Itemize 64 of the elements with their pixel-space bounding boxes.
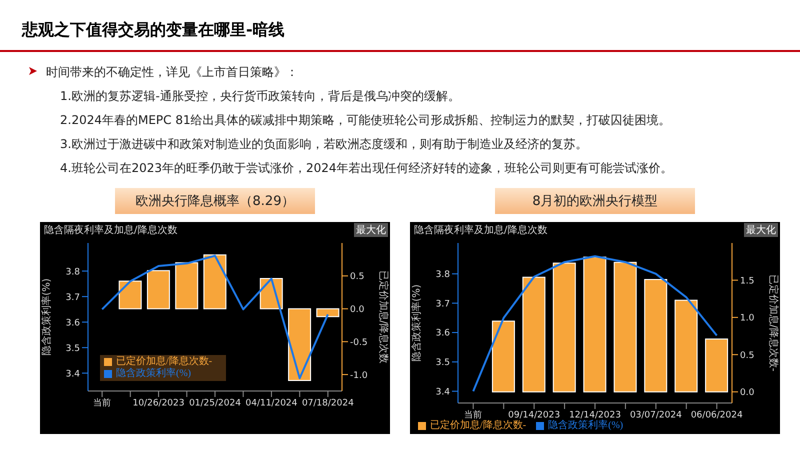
legend-label: 已定价加息/降息次数- [430, 420, 526, 431]
legend-label: 隐含政策利率(%) [548, 420, 624, 431]
x-tick-label: 10/26/2023 [132, 398, 184, 408]
chart-subtitle: 隐含隔夜利率及加息/降息次数 [414, 224, 548, 237]
x-tick-label: 09/14/2023 [508, 410, 560, 420]
bar [674, 300, 698, 392]
text: 时间带来的不确定性，详见《上市首日策略》： [46, 64, 298, 81]
y-axis-title: 隐含政策利率(%) [410, 284, 423, 362]
x-tick-label: 当前 [93, 397, 112, 408]
y2-axis-title: 已定价加息/降息次数 [377, 270, 390, 364]
line-series [472, 255, 718, 392]
bar [203, 254, 226, 310]
y2-tick-label: 0.5 [350, 272, 364, 282]
bar [146, 270, 170, 310]
y-tick-label: 3.5 [66, 344, 80, 354]
y-tick-label: 3.4 [436, 387, 450, 398]
text: 最大化 [354, 223, 388, 237]
legend-label: 已定价加息/降息次数- [116, 356, 212, 367]
bar [175, 262, 198, 310]
chart-title: 欧洲央行降息概率（8.29） [115, 188, 315, 214]
y-tick-label: 3.7 [436, 299, 450, 310]
x-tick-label: 06/06/2024 [690, 410, 743, 420]
bar [316, 308, 340, 318]
y-tick-label: 3.6 [66, 318, 80, 328]
y-tick-label: 3.6 [436, 328, 450, 339]
y2-tick-label: -0.5 [350, 338, 368, 348]
y-tick-label: 3.5 [436, 358, 450, 368]
x-tick-label: 04/11/2024 [246, 398, 298, 408]
x-tick-label: 12/14/2023 [569, 410, 621, 420]
bar [705, 338, 728, 392]
y2-axis-title: 已定价加息/降息次数- [767, 274, 780, 372]
y2-tick-label: 1.0 [740, 314, 755, 324]
chart-subtitle: 隐含隔夜利率及加息/降息次数 [44, 224, 178, 237]
x-tick-label: 01/25/2024 [189, 398, 242, 408]
bar [118, 280, 142, 310]
chart-title: 8月初的欧洲央行模型 [495, 188, 695, 214]
y2-tick-label: -1.0 [350, 370, 368, 381]
x-tick-label: 07/18/2024 [302, 398, 354, 408]
y-tick-label: 3.8 [66, 267, 80, 278]
y2-tick-label: 1.5 [740, 276, 754, 286]
y-tick-label: 3.4 [66, 369, 80, 380]
text: 悲观之下值得交易的变量在哪里-暗线 [22, 20, 285, 41]
y2-tick-label: 0.0 [740, 388, 755, 398]
bar [522, 276, 546, 392]
bar [614, 262, 637, 392]
y2-tick-label: 0.0 [350, 304, 365, 315]
line-series [101, 254, 329, 380]
legend-label: 隐含政策利率(%) [116, 368, 191, 379]
y-axis-title: 隐含政策利率(%) [40, 278, 53, 356]
text: 4.班轮公司在2023年的旺季仍敢于尝试涨价，2024年若出现任何经济好转的迹象，班轮公司则更有可能尝试涨价。 [60, 160, 673, 177]
bar [552, 262, 576, 392]
y2-tick-label: 0.5 [740, 350, 754, 361]
bar [644, 278, 668, 392]
text: 2.2024年春的MEPC 81给出具体的碳减排中期策略，可能使班轮公司形成拆船、控制运力的默契，打破囚徒困境。 [60, 112, 671, 129]
x-tick-label: 03/07/2024 [630, 410, 682, 420]
bar [288, 308, 312, 381]
bar [492, 320, 515, 392]
text: 3.欧洲过于激进碳中和政策对制造业的负面影响，若欧洲态度缓和，则有助于制造业及经济的复苏。 [60, 136, 588, 153]
text: 1.欧洲的复苏逻辑-通胀受控，央行货币政策转向，背后是俄乌冲突的缓解。 [60, 88, 460, 105]
text: 最大化 [744, 223, 778, 237]
y-tick-label: 3.7 [66, 292, 80, 303]
bar [583, 256, 606, 392]
x-tick-label: 当前 [464, 409, 482, 420]
y-tick-label: 3.8 [436, 270, 450, 280]
